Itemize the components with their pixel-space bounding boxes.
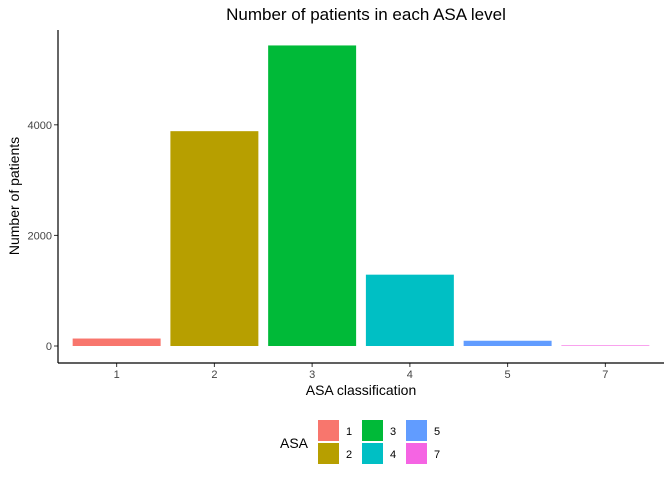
legend-swatch-2 (318, 443, 339, 464)
legend-swatch-1 (318, 420, 339, 441)
y-axis-title: Number of patients (6, 137, 22, 255)
legend-label-7: 7 (434, 449, 440, 461)
bars-layer (72, 45, 650, 346)
bar-asa-1 (72, 338, 161, 346)
legend-label-4: 4 (390, 449, 396, 461)
x-tick-label: 2 (211, 369, 217, 381)
bar-asa-5 (463, 340, 552, 346)
chart-title: Number of patients in each ASA level (226, 5, 506, 24)
bar-asa-4 (365, 274, 454, 346)
x-axis-title: ASA classification (306, 382, 417, 398)
y-tick-label: 4000 (28, 120, 52, 132)
legend-label-1: 1 (346, 426, 352, 438)
legend: 1 2 3 4 5 7 (318, 420, 440, 464)
x-tick-label: 4 (407, 369, 413, 381)
legend-swatch-5 (406, 420, 427, 441)
y-tick-label: 0 (46, 341, 52, 353)
bar-asa-7 (561, 345, 650, 346)
legend-swatch-4 (362, 443, 383, 464)
x-tick-label: 3 (309, 369, 315, 381)
legend-label-3: 3 (390, 426, 396, 438)
x-tick-label: 7 (602, 369, 608, 381)
x-tick-label: 5 (505, 369, 511, 381)
legend-title: ASA (280, 435, 309, 451)
bar-asa-3 (268, 45, 357, 346)
axes-layer: 1 2 3 4 5 7 0 2000 4000 (28, 30, 664, 381)
legend-swatch-3 (362, 420, 383, 441)
y-tick-label: 2000 (28, 230, 52, 242)
bar-asa-2 (170, 131, 259, 346)
legend-swatch-7 (406, 443, 427, 464)
legend-label-5: 5 (434, 426, 440, 438)
legend-label-2: 2 (346, 449, 352, 461)
x-tick-label: 1 (114, 369, 120, 381)
